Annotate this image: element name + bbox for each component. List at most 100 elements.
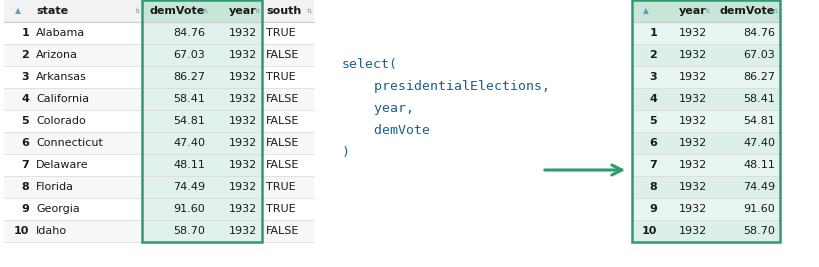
Bar (631, 0, 779, 22)
Text: TRUE: TRUE (265, 28, 296, 38)
Bar (631, 66, 779, 88)
Text: 58.70: 58.70 (742, 226, 774, 236)
Text: 3: 3 (649, 72, 656, 82)
Text: ⇅: ⇅ (704, 9, 709, 14)
Text: 74.49: 74.49 (173, 182, 205, 192)
Text: demVote: demVote (342, 124, 429, 137)
Text: 91.60: 91.60 (173, 204, 205, 214)
Bar (4, 110, 314, 132)
Bar (142, 220, 262, 242)
Text: ⇅: ⇅ (771, 9, 777, 14)
Text: 7: 7 (649, 160, 656, 170)
Text: 1932: 1932 (229, 138, 256, 148)
Text: FALSE: FALSE (265, 116, 299, 126)
Text: TRUE: TRUE (265, 72, 296, 82)
Bar (631, 198, 779, 220)
Bar (4, 44, 314, 66)
Text: 58.70: 58.70 (173, 226, 205, 236)
Text: 58.41: 58.41 (173, 94, 205, 104)
Bar (142, 110, 262, 132)
Text: Alabama: Alabama (36, 28, 85, 38)
Text: 86.27: 86.27 (173, 72, 205, 82)
Text: 48.11: 48.11 (173, 160, 205, 170)
Text: 8: 8 (649, 182, 656, 192)
Text: 8: 8 (21, 182, 29, 192)
Text: Idaho: Idaho (36, 226, 67, 236)
Text: 1932: 1932 (229, 226, 256, 236)
Text: 84.76: 84.76 (173, 28, 205, 38)
Bar (142, 132, 262, 154)
Text: ▲: ▲ (15, 6, 21, 15)
Text: 1932: 1932 (229, 50, 256, 60)
Text: 7: 7 (21, 160, 29, 170)
Bar (4, 176, 314, 198)
Bar (631, 176, 779, 198)
Text: FALSE: FALSE (265, 138, 299, 148)
Text: TRUE: TRUE (265, 204, 296, 214)
Bar (631, 132, 779, 154)
Text: demVote: demVote (150, 6, 205, 16)
Text: 54.81: 54.81 (742, 116, 774, 126)
Text: 5: 5 (649, 116, 656, 126)
Text: state: state (36, 6, 68, 16)
Text: 1932: 1932 (229, 204, 256, 214)
Text: 9: 9 (649, 204, 656, 214)
Text: FALSE: FALSE (265, 50, 299, 60)
Text: ⇅: ⇅ (202, 9, 208, 14)
Bar (4, 66, 314, 88)
Text: 1932: 1932 (229, 116, 256, 126)
Text: 2: 2 (649, 50, 656, 60)
Bar (4, 22, 314, 44)
Text: FALSE: FALSE (265, 160, 299, 170)
Bar (631, 110, 779, 132)
Text: 10: 10 (14, 226, 29, 236)
Bar (631, 88, 779, 110)
Text: year: year (229, 6, 256, 16)
Text: California: California (36, 94, 89, 104)
Text: south: south (265, 6, 301, 16)
Text: Colorado: Colorado (36, 116, 86, 126)
Text: 84.76: 84.76 (742, 28, 774, 38)
Bar (631, 154, 779, 176)
Text: 58.41: 58.41 (742, 94, 774, 104)
Bar (4, 88, 314, 110)
Text: 4: 4 (649, 94, 656, 104)
Text: ⇅: ⇅ (255, 9, 260, 14)
Text: 9: 9 (21, 204, 29, 214)
Text: 67.03: 67.03 (173, 50, 205, 60)
Text: FALSE: FALSE (265, 94, 299, 104)
Text: year,: year, (342, 102, 414, 115)
Bar (142, 0, 262, 22)
Bar (631, 0, 779, 242)
Bar (142, 44, 262, 66)
Text: 1932: 1932 (678, 72, 706, 82)
Text: demVote: demVote (719, 6, 774, 16)
Text: ⇅: ⇅ (134, 9, 140, 14)
Text: 1932: 1932 (678, 116, 706, 126)
Text: 74.49: 74.49 (742, 182, 774, 192)
Text: 1932: 1932 (678, 94, 706, 104)
Text: 47.40: 47.40 (742, 138, 774, 148)
Bar (631, 44, 779, 66)
Text: 1932: 1932 (229, 160, 256, 170)
Text: Florida: Florida (36, 182, 74, 192)
Bar (142, 22, 262, 44)
Text: 48.11: 48.11 (742, 160, 774, 170)
Text: year: year (678, 6, 706, 16)
Bar (142, 154, 262, 176)
Text: 1932: 1932 (229, 94, 256, 104)
Bar (631, 22, 779, 44)
Bar (142, 198, 262, 220)
Text: 3: 3 (21, 72, 29, 82)
Text: 47.40: 47.40 (173, 138, 205, 148)
Text: 91.60: 91.60 (742, 204, 774, 214)
Text: presidentialElections,: presidentialElections, (342, 80, 550, 93)
Bar (142, 176, 262, 198)
Text: 1932: 1932 (229, 72, 256, 82)
Bar (631, 220, 779, 242)
Text: ▲: ▲ (642, 6, 648, 15)
Text: 1932: 1932 (678, 182, 706, 192)
Bar (142, 0, 262, 242)
Text: 6: 6 (649, 138, 656, 148)
Bar (142, 88, 262, 110)
